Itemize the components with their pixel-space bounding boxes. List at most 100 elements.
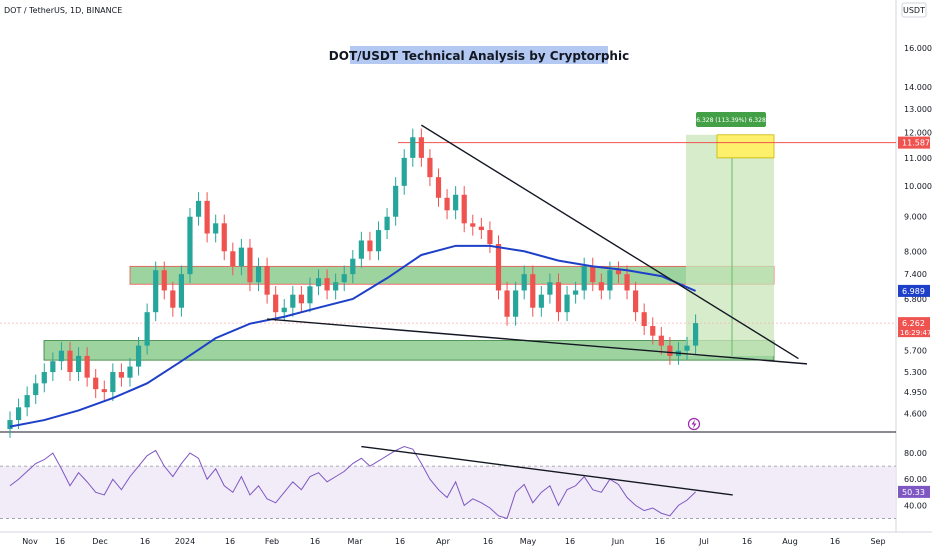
candle-body [658, 335, 664, 346]
candle-body [127, 366, 133, 378]
time-tick-label: 16 [565, 537, 575, 546]
candle-body [33, 383, 39, 396]
chart-title: DOT/USDT Technical Analysis by Cryptorph… [329, 49, 629, 63]
candle-body [341, 274, 347, 283]
rsi-divergence-line [361, 445, 733, 496]
candle-body [598, 282, 604, 291]
rsi-tick-label: 60.00 [904, 475, 927, 484]
candle-body [118, 372, 125, 378]
rsi-tick-label: 80.00 [904, 449, 927, 458]
candle-body [435, 177, 442, 198]
candle-body [504, 290, 510, 317]
candle-body [195, 200, 202, 217]
price-tick-label: 10.000 [904, 182, 932, 191]
price-tick-label: 8.000 [904, 247, 927, 256]
time-tick-label: May [520, 537, 537, 546]
ma-line [9, 244, 696, 428]
trendline-0 [420, 124, 799, 360]
price-label-target: 11.587 [902, 139, 930, 148]
profit-label: 6.328 (113.39%) 6.328 [696, 117, 766, 124]
rsi-band-fill [0, 466, 896, 519]
time-tick-label: 16 [395, 537, 405, 546]
time-tick-label: 16 [830, 537, 840, 546]
candle-body [110, 372, 116, 393]
price-tick-label: 16.000 [904, 44, 932, 53]
countdown-label: 16:29:47 [900, 329, 931, 337]
candle-body [221, 223, 227, 252]
candle-body [238, 247, 244, 267]
time-tick-label: Feb [265, 537, 279, 546]
candle-body [264, 266, 270, 295]
flash-icon[interactable] [687, 417, 701, 431]
price-axis[interactable]: 16.000 14.000 13.000 12.000 11.000 10.000 9.00… [904, 44, 932, 419]
time-tick-label: Sep [870, 537, 885, 546]
projection-area [686, 134, 774, 356]
candle-body [401, 157, 407, 186]
candle-body [50, 361, 56, 373]
candle-body [530, 274, 536, 308]
currency-badge[interactable]: USDT [903, 6, 925, 15]
price-tick-label: 4.600 [904, 410, 927, 419]
candle-body [487, 230, 493, 245]
time-axis[interactable]: Nov 16 Dec 16 2024 16 Feb 16 Mar 16 Apr 16 May 16 Jun 1… [22, 537, 885, 546]
candle-body [273, 294, 279, 313]
time-tick-label: 2024 [175, 537, 195, 546]
candle-body [101, 389, 107, 393]
candle-body [247, 247, 253, 283]
candle-body [684, 345, 690, 351]
price-label-ma: 6.989 [902, 287, 925, 296]
candle-body [333, 282, 339, 291]
currency-badge-frame[interactable] [901, 2, 927, 18]
candle-body [564, 294, 570, 313]
candle-body [590, 266, 596, 283]
rsi-current-label: 50.33 [902, 488, 925, 497]
candle-body [470, 223, 476, 227]
price-tick-label: 14.000 [904, 83, 932, 92]
candle-body [281, 307, 287, 313]
time-tick-label: Aug [782, 537, 798, 546]
time-tick-label: 16 [140, 537, 150, 546]
candle-body [607, 270, 613, 291]
candle-body [144, 312, 150, 346]
candle-body [307, 286, 313, 304]
trendlines[interactable] [267, 124, 808, 365]
candle-body [350, 258, 356, 275]
price-tick-label: 7.400 [904, 270, 927, 279]
candle-body [170, 290, 176, 308]
time-tick-label: Nov [22, 537, 38, 546]
candle-body [624, 274, 630, 291]
candle-body [538, 294, 544, 308]
chart-title-background [350, 46, 608, 64]
candle-body [633, 290, 639, 313]
candle-body [298, 294, 304, 304]
long-position-projection[interactable]: 6.328 (113.39%) 6.328 [686, 112, 775, 356]
time-tick-label: 16 [742, 537, 752, 546]
trendline-1 [267, 318, 808, 365]
time-tick-label: 16 [655, 537, 665, 546]
price-label-bg-target [898, 136, 930, 149]
price-tick-label: 11.000 [904, 154, 932, 163]
candle-body [693, 323, 699, 346]
candle-body [573, 290, 579, 295]
time-tick-label: Apr [436, 537, 451, 546]
candle-body [153, 270, 159, 313]
candle-body [581, 266, 587, 291]
price-tick-label: 13.000 [904, 105, 932, 114]
candle-body [161, 270, 167, 291]
candle-body [521, 274, 527, 291]
time-tick-label: Jun [611, 537, 625, 546]
candle-body [375, 230, 382, 252]
target-box [716, 134, 775, 159]
candle-body [427, 157, 433, 178]
price-tick-label: 9.000 [904, 213, 927, 222]
candle-body [358, 240, 364, 259]
candle-body [315, 278, 322, 287]
price-tick-label: 5.700 [904, 347, 927, 356]
rsi-indicator [9, 445, 733, 520]
price-tick-label: 5.300 [904, 368, 927, 377]
profit-label-bg [696, 112, 766, 127]
zone-1 [43, 340, 775, 361]
price-label-current: 6.262 [902, 319, 925, 328]
